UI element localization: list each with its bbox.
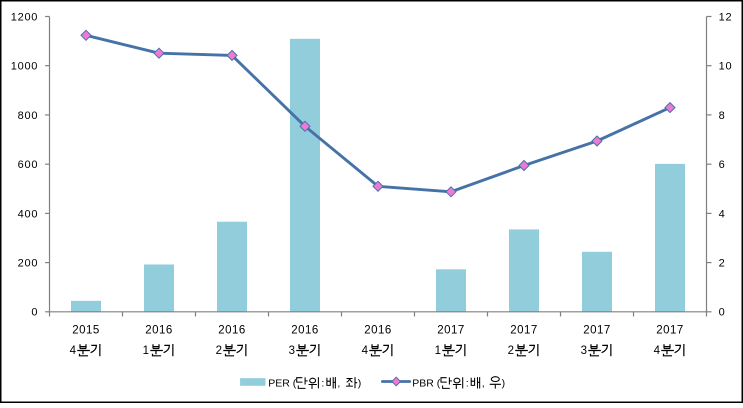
svg-text:3: 3 [289, 345, 295, 357]
svg-text:0: 0 [31, 307, 38, 319]
svg-text:): ) [358, 378, 362, 390]
svg-text:4: 4 [362, 345, 369, 357]
svg-text::: : [321, 378, 324, 390]
svg-text:6: 6 [719, 159, 726, 171]
svg-text:10: 10 [719, 61, 733, 73]
svg-text:,: , [482, 378, 485, 390]
svg-text:2017: 2017 [656, 325, 684, 337]
svg-text:400: 400 [18, 208, 39, 220]
svg-text:2017: 2017 [510, 325, 538, 337]
svg-text:2015: 2015 [72, 325, 100, 337]
svg-text:): ) [502, 378, 506, 390]
svg-text:12: 12 [719, 11, 733, 23]
svg-text:4: 4 [654, 345, 661, 357]
svg-text:PER (: PER ( [268, 378, 297, 390]
svg-text:2: 2 [719, 258, 726, 270]
svg-text:2016: 2016 [364, 325, 392, 337]
svg-text:1: 1 [143, 345, 149, 357]
svg-text:2017: 2017 [437, 325, 465, 337]
svg-text:600: 600 [18, 159, 39, 171]
svg-text:2016: 2016 [291, 325, 319, 337]
svg-text:2: 2 [216, 345, 222, 357]
svg-text:,: , [337, 378, 340, 390]
svg-text:8: 8 [719, 110, 726, 122]
svg-text:1000: 1000 [11, 61, 38, 73]
svg-text:1: 1 [435, 345, 441, 357]
svg-text::: : [466, 378, 469, 390]
svg-text:2017: 2017 [583, 325, 611, 337]
svg-text:1200: 1200 [11, 11, 38, 23]
svg-text:2016: 2016 [218, 325, 246, 337]
svg-text:0: 0 [719, 307, 726, 319]
svg-text:200: 200 [18, 258, 39, 270]
svg-text:PBR (: PBR ( [412, 378, 441, 390]
svg-text:2016: 2016 [145, 325, 173, 337]
svg-text:800: 800 [18, 110, 39, 122]
svg-text:3: 3 [581, 345, 587, 357]
svg-text:4: 4 [719, 208, 726, 220]
svg-text:4: 4 [70, 345, 77, 357]
svg-text:2: 2 [508, 345, 514, 357]
